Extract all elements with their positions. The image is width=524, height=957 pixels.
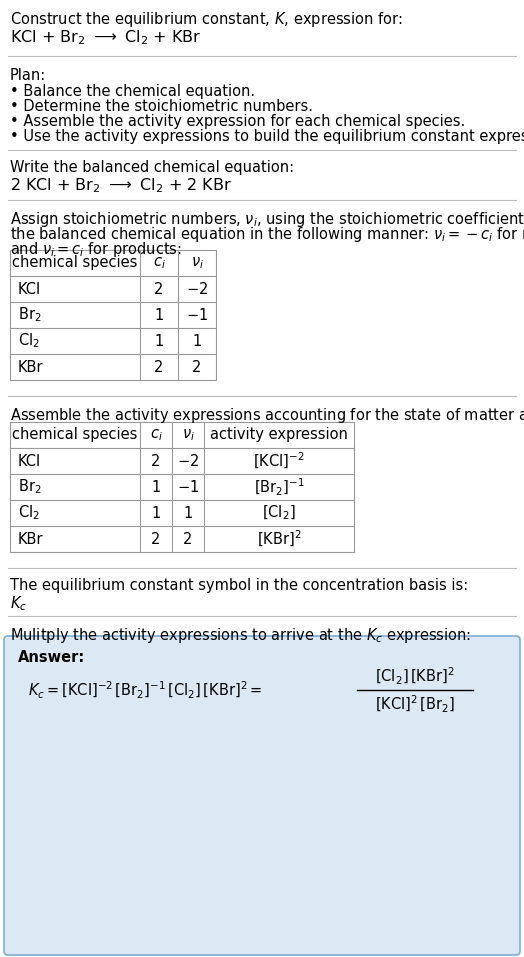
Text: KBr: KBr bbox=[18, 360, 43, 374]
Text: activity expression: activity expression bbox=[210, 428, 348, 442]
Text: $c_i$: $c_i$ bbox=[152, 256, 166, 271]
Text: Mulitply the activity expressions to arrive at the $K_c$ expression:: Mulitply the activity expressions to arr… bbox=[10, 626, 471, 645]
Text: and $\nu_i = c_i$ for products:: and $\nu_i = c_i$ for products: bbox=[10, 240, 182, 259]
Text: $-2$: $-2$ bbox=[177, 453, 199, 469]
Text: 2: 2 bbox=[154, 281, 163, 297]
Text: KBr: KBr bbox=[18, 531, 43, 546]
Text: $[\mathrm{Cl}_2]$: $[\mathrm{Cl}_2]$ bbox=[262, 503, 296, 523]
Text: • Balance the chemical equation.: • Balance the chemical equation. bbox=[10, 84, 255, 99]
Text: $K_c$: $K_c$ bbox=[10, 594, 27, 612]
Text: the balanced chemical equation in the following manner: $\nu_i = -c_i$ for react: the balanced chemical equation in the fo… bbox=[10, 225, 524, 244]
Text: KCl + Br$_2$ $\longrightarrow$ Cl$_2$ + KBr: KCl + Br$_2$ $\longrightarrow$ Cl$_2$ + … bbox=[10, 28, 201, 47]
Text: 1: 1 bbox=[155, 307, 163, 323]
Text: 1: 1 bbox=[155, 333, 163, 348]
Text: 2: 2 bbox=[192, 360, 202, 374]
Text: Assemble the activity expressions accounting for the state of matter and $\nu_i$: Assemble the activity expressions accoun… bbox=[10, 406, 524, 425]
Text: $\nu_i$: $\nu_i$ bbox=[191, 256, 203, 271]
Bar bbox=[10, 250, 216, 380]
Text: 1: 1 bbox=[183, 505, 193, 521]
Text: • Use the activity expressions to build the equilibrium constant expression.: • Use the activity expressions to build … bbox=[10, 129, 524, 144]
Text: $-1$: $-1$ bbox=[177, 479, 199, 495]
Text: KCl: KCl bbox=[18, 454, 41, 469]
Text: chemical species: chemical species bbox=[12, 428, 138, 442]
Text: $[\mathrm{KCl}]^2\,[\mathrm{Br}_2]$: $[\mathrm{KCl}]^2\,[\mathrm{Br}_2]$ bbox=[375, 694, 455, 715]
Text: $\nu_i$: $\nu_i$ bbox=[181, 427, 194, 443]
Text: Construct the equilibrium constant, $K$, expression for:: Construct the equilibrium constant, $K$,… bbox=[10, 10, 402, 29]
Text: 2: 2 bbox=[154, 360, 163, 374]
Text: Br$_2$: Br$_2$ bbox=[18, 478, 41, 497]
Text: chemical species: chemical species bbox=[12, 256, 138, 271]
Text: Write the balanced chemical equation:: Write the balanced chemical equation: bbox=[10, 160, 294, 175]
Text: 1: 1 bbox=[192, 333, 202, 348]
Text: Plan:: Plan: bbox=[10, 68, 46, 83]
Text: $[\mathrm{Cl}_2]\,[\mathrm{KBr}]^2$: $[\mathrm{Cl}_2]\,[\mathrm{KBr}]^2$ bbox=[375, 665, 455, 686]
Text: Cl$_2$: Cl$_2$ bbox=[18, 332, 40, 350]
Text: $c_i$: $c_i$ bbox=[149, 427, 162, 443]
Text: • Determine the stoichiometric numbers.: • Determine the stoichiometric numbers. bbox=[10, 99, 313, 114]
Text: 2: 2 bbox=[151, 531, 161, 546]
Bar bbox=[10, 422, 354, 552]
Text: • Assemble the activity expression for each chemical species.: • Assemble the activity expression for e… bbox=[10, 114, 465, 129]
Text: Assign stoichiometric numbers, $\nu_i$, using the stoichiometric coefficients, $: Assign stoichiometric numbers, $\nu_i$, … bbox=[10, 210, 524, 229]
Text: 2 KCl + Br$_2$ $\longrightarrow$ Cl$_2$ + 2 KBr: 2 KCl + Br$_2$ $\longrightarrow$ Cl$_2$ … bbox=[10, 176, 232, 194]
Text: 1: 1 bbox=[151, 479, 161, 495]
Text: The equilibrium constant symbol in the concentration basis is:: The equilibrium constant symbol in the c… bbox=[10, 578, 468, 593]
Text: $[\mathrm{KBr}]^2$: $[\mathrm{KBr}]^2$ bbox=[257, 529, 301, 549]
Text: Answer:: Answer: bbox=[18, 650, 85, 665]
Text: KCl: KCl bbox=[18, 281, 41, 297]
Text: Cl$_2$: Cl$_2$ bbox=[18, 503, 40, 523]
Text: $K_c = [\mathrm{KCl}]^{-2}\,[\mathrm{Br}_2]^{-1}\,[\mathrm{Cl}_2]\,[\mathrm{KBr}: $K_c = [\mathrm{KCl}]^{-2}\,[\mathrm{Br}… bbox=[28, 679, 263, 701]
Text: Br$_2$: Br$_2$ bbox=[18, 305, 41, 324]
FancyBboxPatch shape bbox=[4, 636, 520, 955]
Text: 2: 2 bbox=[183, 531, 193, 546]
Text: 2: 2 bbox=[151, 454, 161, 469]
Text: $[\mathrm{KCl}]^{-2}$: $[\mathrm{KCl}]^{-2}$ bbox=[253, 451, 304, 471]
Text: 1: 1 bbox=[151, 505, 161, 521]
Text: $-2$: $-2$ bbox=[186, 281, 208, 297]
Text: $-1$: $-1$ bbox=[186, 307, 208, 323]
Text: $[\mathrm{Br}_2]^{-1}$: $[\mathrm{Br}_2]^{-1}$ bbox=[254, 477, 304, 498]
